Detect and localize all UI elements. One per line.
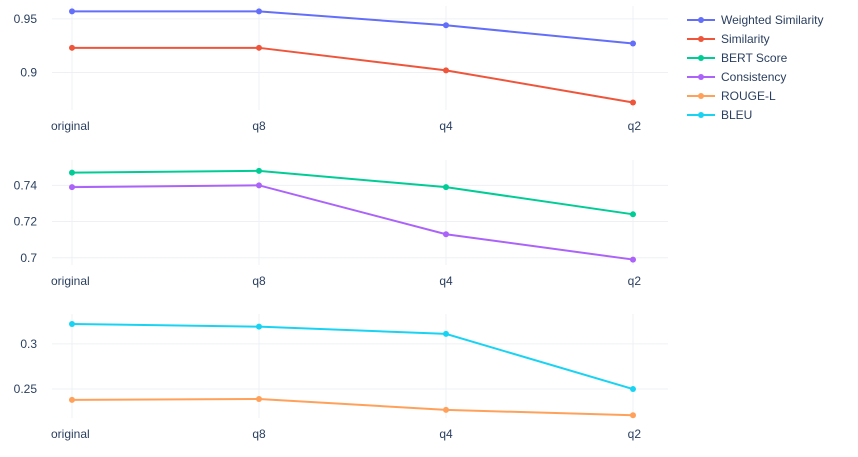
legend-item-weighted-similarity[interactable]: Weighted Similarity <box>687 13 823 27</box>
data-point-bert-score <box>443 184 449 191</box>
legend-item-bert-score[interactable]: BERT Score <box>687 51 788 65</box>
data-point-bert-score <box>256 167 262 174</box>
legend-label: BERT Score <box>721 51 788 65</box>
data-point-rouge-l <box>69 396 75 403</box>
x-tick-label: q8 <box>252 274 266 288</box>
y-tick-label: 0.74 <box>14 178 38 192</box>
series-line-similarity <box>72 46 634 104</box>
x-tick-label: q4 <box>439 274 453 288</box>
legend-swatch-marker <box>698 74 704 80</box>
x-tick-label: original <box>51 119 90 133</box>
x-tick-label: q8 <box>252 119 266 133</box>
series-line-bleu <box>71 322 634 391</box>
subplot-2: 0.7 0.72 0.74 original q8 q4 q2 <box>14 160 668 288</box>
data-point-consistency <box>256 182 262 189</box>
x-tick-label: q8 <box>252 427 266 441</box>
legend-item-bleu[interactable]: BLEU <box>687 108 752 122</box>
y-tick-label: 0.95 <box>14 12 38 26</box>
legend-label: Similarity <box>721 32 770 46</box>
legend-item-similarity[interactable]: Similarity <box>687 32 770 46</box>
series-line-weighted-similarity <box>72 10 634 45</box>
data-point-consistency <box>69 184 75 191</box>
data-point-similarity <box>630 99 636 106</box>
y-tick-label: 0.3 <box>20 337 37 351</box>
data-point-weighted-similarity <box>443 22 449 29</box>
data-point-rouge-l <box>630 412 636 419</box>
x-tick-label: q4 <box>439 427 453 441</box>
legend-swatch-marker <box>698 93 704 99</box>
data-point-bleu <box>256 323 262 330</box>
legend-swatch-marker <box>698 112 704 118</box>
data-point-weighted-similarity <box>256 8 262 15</box>
data-point-bert-score <box>69 169 75 176</box>
x-tick-label: q4 <box>439 119 453 133</box>
legend-label: ROUGE-L <box>721 89 776 103</box>
legend-label: BLEU <box>721 108 752 122</box>
series-line-bert-score <box>71 169 634 216</box>
legend-label: Consistency <box>721 70 786 84</box>
data-point-similarity <box>69 44 75 51</box>
data-point-weighted-similarity <box>630 40 636 47</box>
data-point-bleu <box>69 320 75 327</box>
legend-swatch-marker <box>698 55 704 61</box>
series-line-consistency <box>71 184 634 261</box>
y-tick-label: 0.9 <box>20 65 37 79</box>
legend: Weighted Similarity Similarity BERT Score C… <box>687 13 823 122</box>
data-point-similarity <box>256 44 262 51</box>
legend-swatch-marker <box>698 36 704 42</box>
data-point-consistency <box>630 256 636 263</box>
legend-label: Weighted Similarity <box>721 13 823 27</box>
subplot-panels: 0.9 0.95 original q8 q4 q2 0.7 0.72 0.74 original… <box>14 6 668 441</box>
data-point-rouge-l <box>256 396 262 403</box>
data-point-bleu <box>630 386 636 393</box>
data-point-rouge-l <box>443 406 449 413</box>
x-tick-label: q2 <box>628 274 642 288</box>
x-tick-label: original <box>51 274 90 288</box>
data-point-bert-score <box>630 211 636 218</box>
data-point-bleu <box>443 330 449 337</box>
x-tick-label: q2 <box>628 427 642 441</box>
x-tick-label: q2 <box>628 119 642 133</box>
subplot-1: 0.9 0.95 original q8 q4 q2 <box>14 6 668 133</box>
legend-item-consistency[interactable]: Consistency <box>687 70 786 84</box>
legend-item-rouge-l[interactable]: ROUGE-L <box>687 89 776 103</box>
y-tick-label: 0.25 <box>14 382 38 396</box>
subplot-3: 0.25 0.3 original q8 q4 q2 <box>14 314 668 441</box>
data-point-similarity <box>443 67 449 74</box>
x-tick-label: original <box>51 427 90 441</box>
data-point-weighted-similarity <box>69 8 75 15</box>
y-tick-label: 0.7 <box>20 251 37 265</box>
data-point-consistency <box>443 231 449 238</box>
series-line-rouge-l <box>71 398 634 417</box>
y-tick-label: 0.72 <box>14 215 38 229</box>
legend-swatch-marker <box>698 17 704 23</box>
